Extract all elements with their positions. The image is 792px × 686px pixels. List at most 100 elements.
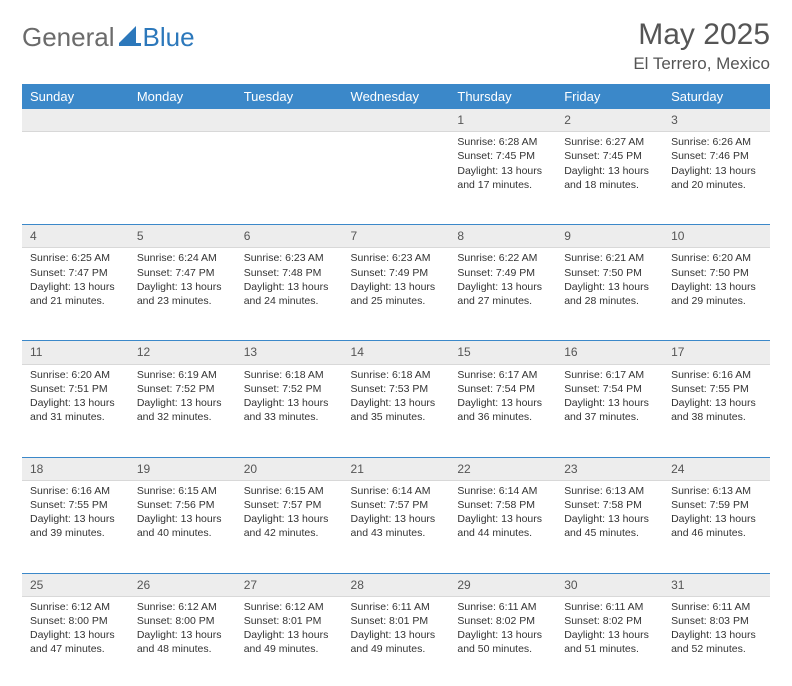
daylight-text: Daylight: 13 hours and 42 minutes. xyxy=(244,512,335,540)
sunrise-text: Sunrise: 6:19 AM xyxy=(137,368,228,382)
day-cell: Sunrise: 6:15 AMSunset: 7:56 PMDaylight:… xyxy=(129,480,236,570)
day-cell: Sunrise: 6:14 AMSunset: 7:58 PMDaylight:… xyxy=(449,480,556,570)
day-number: 14 xyxy=(343,341,450,364)
weekday-header: Monday xyxy=(129,84,236,109)
daylight-text: Daylight: 13 hours and 49 minutes. xyxy=(351,628,442,656)
sunset-text: Sunset: 7:58 PM xyxy=(457,498,548,512)
weekday-header: Friday xyxy=(556,84,663,109)
weekday-header: Wednesday xyxy=(343,84,450,109)
day-number: 25 xyxy=(22,573,129,596)
sunset-text: Sunset: 7:47 PM xyxy=(30,266,121,280)
day-number: 5 xyxy=(129,225,236,248)
data-row: Sunrise: 6:20 AMSunset: 7:51 PMDaylight:… xyxy=(22,364,770,454)
day-cell: Sunrise: 6:15 AMSunset: 7:57 PMDaylight:… xyxy=(236,480,343,570)
day-number xyxy=(129,109,236,132)
daylight-text: Daylight: 13 hours and 33 minutes. xyxy=(244,396,335,424)
daylight-text: Daylight: 13 hours and 38 minutes. xyxy=(671,396,762,424)
daylight-text: Daylight: 13 hours and 48 minutes. xyxy=(137,628,228,656)
day-number: 23 xyxy=(556,457,663,480)
sunrise-text: Sunrise: 6:14 AM xyxy=(457,484,548,498)
day-number: 9 xyxy=(556,225,663,248)
weekday-header: Tuesday xyxy=(236,84,343,109)
daylight-text: Daylight: 13 hours and 36 minutes. xyxy=(457,396,548,424)
day-cell: Sunrise: 6:13 AMSunset: 7:59 PMDaylight:… xyxy=(663,480,770,570)
day-cell: Sunrise: 6:17 AMSunset: 7:54 PMDaylight:… xyxy=(556,364,663,454)
daylight-text: Daylight: 13 hours and 35 minutes. xyxy=(351,396,442,424)
daylight-text: Daylight: 13 hours and 20 minutes. xyxy=(671,164,762,192)
day-number xyxy=(236,109,343,132)
sunset-text: Sunset: 7:55 PM xyxy=(30,498,121,512)
day-cell: Sunrise: 6:11 AMSunset: 8:02 PMDaylight:… xyxy=(449,596,556,686)
day-number: 19 xyxy=(129,457,236,480)
sunset-text: Sunset: 8:03 PM xyxy=(671,614,762,628)
daylight-text: Daylight: 13 hours and 44 minutes. xyxy=(457,512,548,540)
sunset-text: Sunset: 7:53 PM xyxy=(351,382,442,396)
day-cell: Sunrise: 6:11 AMSunset: 8:03 PMDaylight:… xyxy=(663,596,770,686)
weekday-header-row: Sunday Monday Tuesday Wednesday Thursday… xyxy=(22,84,770,109)
sunrise-text: Sunrise: 6:25 AM xyxy=(30,251,121,265)
sunset-text: Sunset: 7:55 PM xyxy=(671,382,762,396)
sunrise-text: Sunrise: 6:15 AM xyxy=(244,484,335,498)
daylight-text: Daylight: 13 hours and 18 minutes. xyxy=(564,164,655,192)
sunrise-text: Sunrise: 6:17 AM xyxy=(564,368,655,382)
day-cell: Sunrise: 6:23 AMSunset: 7:48 PMDaylight:… xyxy=(236,248,343,338)
day-cell xyxy=(236,132,343,222)
weekday-header: Sunday xyxy=(22,84,129,109)
sunset-text: Sunset: 8:02 PM xyxy=(564,614,655,628)
sunset-text: Sunset: 7:59 PM xyxy=(671,498,762,512)
sunset-text: Sunset: 7:54 PM xyxy=(457,382,548,396)
logo: General Blue xyxy=(22,18,195,53)
calendar-table: Sunday Monday Tuesday Wednesday Thursday… xyxy=(22,84,770,686)
sunrise-text: Sunrise: 6:18 AM xyxy=(244,368,335,382)
day-number xyxy=(343,109,450,132)
day-cell: Sunrise: 6:13 AMSunset: 7:58 PMDaylight:… xyxy=(556,480,663,570)
weekday-header: Thursday xyxy=(449,84,556,109)
sunset-text: Sunset: 8:02 PM xyxy=(457,614,548,628)
title-block: May 2025 El Terrero, Mexico xyxy=(633,18,770,74)
daylight-text: Daylight: 13 hours and 50 minutes. xyxy=(457,628,548,656)
day-number: 6 xyxy=(236,225,343,248)
sunset-text: Sunset: 7:57 PM xyxy=(244,498,335,512)
sunrise-text: Sunrise: 6:20 AM xyxy=(30,368,121,382)
day-cell: Sunrise: 6:14 AMSunset: 7:57 PMDaylight:… xyxy=(343,480,450,570)
sunrise-text: Sunrise: 6:22 AM xyxy=(457,251,548,265)
day-number: 24 xyxy=(663,457,770,480)
daylight-text: Daylight: 13 hours and 32 minutes. xyxy=(137,396,228,424)
logo-sail-icon xyxy=(119,26,141,51)
sunset-text: Sunset: 7:56 PM xyxy=(137,498,228,512)
daylight-text: Daylight: 13 hours and 52 minutes. xyxy=(671,628,762,656)
daylight-text: Daylight: 13 hours and 47 minutes. xyxy=(30,628,121,656)
sunset-text: Sunset: 7:48 PM xyxy=(244,266,335,280)
data-row: Sunrise: 6:25 AMSunset: 7:47 PM Daylight:… xyxy=(22,248,770,338)
sunrise-text: Sunrise: 6:16 AM xyxy=(30,484,121,498)
day-number: 4 xyxy=(22,225,129,248)
day-cell: Sunrise: 6:20 AMSunset: 7:51 PMDaylight:… xyxy=(22,364,129,454)
daylight-text: Daylight: 13 hours and 49 minutes. xyxy=(244,628,335,656)
day-cell: Sunrise: 6:11 AMSunset: 8:02 PMDaylight:… xyxy=(556,596,663,686)
daynum-row: 25262728293031 xyxy=(22,573,770,596)
sunset-text: Sunset: 7:58 PM xyxy=(564,498,655,512)
day-cell: Sunrise: 6:21 AMSunset: 7:50 PMDaylight:… xyxy=(556,248,663,338)
daylight-text: Daylight: 13 hours and 25 minutes. xyxy=(351,280,442,308)
daylight-text: Daylight: 13 hours and 45 minutes. xyxy=(564,512,655,540)
sunrise-text: Sunrise: 6:13 AM xyxy=(564,484,655,498)
logo-text-general: General xyxy=(22,22,115,53)
day-number: 26 xyxy=(129,573,236,596)
day-cell: Sunrise: 6:12 AMSunset: 8:01 PMDaylight:… xyxy=(236,596,343,686)
sunrise-text: Sunrise: 6:23 AM xyxy=(351,251,442,265)
sunrise-text: Sunrise: 6:15 AM xyxy=(137,484,228,498)
day-cell: Sunrise: 6:22 AMSunset: 7:49 PMDaylight:… xyxy=(449,248,556,338)
day-cell: Sunrise: 6:24 AMSunset: 7:47 PMDaylight:… xyxy=(129,248,236,338)
day-number: 7 xyxy=(343,225,450,248)
day-cell: Sunrise: 6:26 AMSunset: 7:46 PMDaylight:… xyxy=(663,132,770,222)
sunrise-text: Sunrise: 6:28 AM xyxy=(457,135,548,149)
day-cell xyxy=(129,132,236,222)
daynum-row: 123 xyxy=(22,109,770,132)
day-cell: Sunrise: 6:16 AMSunset: 7:55 PMDaylight:… xyxy=(663,364,770,454)
daylight-text: Daylight: 13 hours and 28 minutes. xyxy=(564,280,655,308)
month-title: May 2025 xyxy=(633,18,770,52)
daylight-text: Daylight: 13 hours and 23 minutes. xyxy=(137,280,228,308)
sunset-text: Sunset: 7:50 PM xyxy=(671,266,762,280)
sunrise-text: Sunrise: 6:23 AM xyxy=(244,251,335,265)
daylight-text: Daylight: 13 hours and 40 minutes. xyxy=(137,512,228,540)
